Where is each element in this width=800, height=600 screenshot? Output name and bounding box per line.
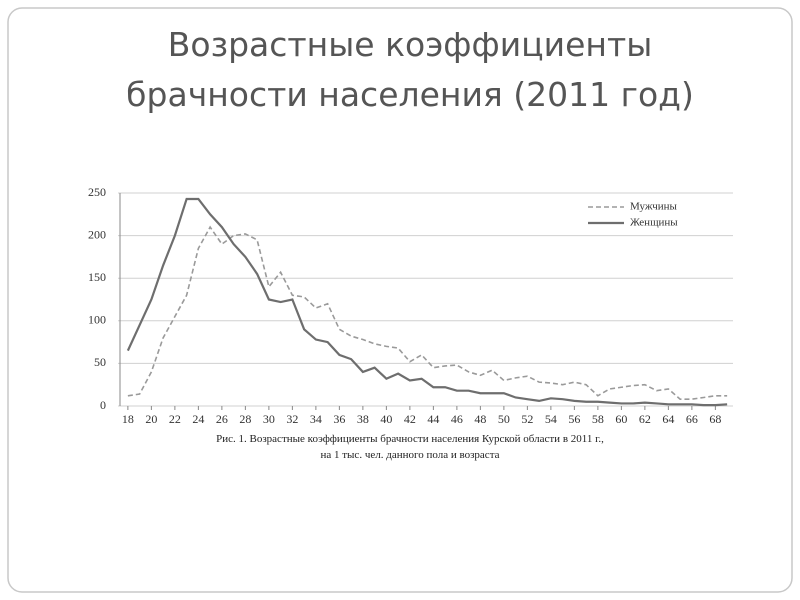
line-series [127,225,728,400]
x-tick-label: 44 [427,412,439,426]
x-tick-label: 68 [709,412,721,426]
x-tick-label: 34 [310,412,322,426]
x-tick-label: 54 [545,412,557,426]
x-tick-label: 42 [404,412,416,426]
y-tick-label: 200 [88,227,106,241]
x-tick-label: 26 [216,412,228,426]
x-tick-label: 28 [239,412,251,426]
legend-label: Мужчины [630,201,677,213]
line-series [126,197,728,407]
x-tick-label: 60 [615,412,627,426]
x-tick-label: 64 [662,412,674,426]
x-tick-label: 62 [639,412,651,426]
x-tick-label: 24 [192,412,204,426]
slide-title: брачности населения (2011 год) [126,75,694,114]
caption: Рис. 1. Возрастные коэффициенты брачност… [216,433,604,445]
y-tick-label: 150 [88,270,106,284]
x-tick-label: 50 [498,412,510,426]
x-tick-label: 40 [380,412,392,426]
legend-label: Женщины [630,217,678,229]
x-tick-label: 48 [474,412,486,426]
x-tick-label: 22 [169,412,181,426]
x-tick-label: 32 [286,412,298,426]
slide-title: Возрастные коэффициенты [168,25,653,64]
y-tick-label: 0 [100,398,106,412]
x-tick-label: 36 [333,412,345,426]
x-tick-label: 30 [263,412,275,426]
caption: на 1 тыс. чел. данного пола и возраста [320,449,499,461]
x-tick-label: 20 [145,412,157,426]
x-tick-label: 56 [568,412,580,426]
x-tick-label: 38 [357,412,369,426]
y-tick-label: 50 [94,355,106,369]
x-tick-label: 46 [451,412,463,426]
x-tick-label: 58 [592,412,604,426]
y-tick-label: 100 [88,313,106,327]
x-tick-label: 52 [521,412,533,426]
x-tick-label: 18 [122,412,134,426]
y-tick-label: 250 [88,185,106,199]
x-tick-label: 66 [686,412,698,426]
slide-frame [7,7,793,593]
